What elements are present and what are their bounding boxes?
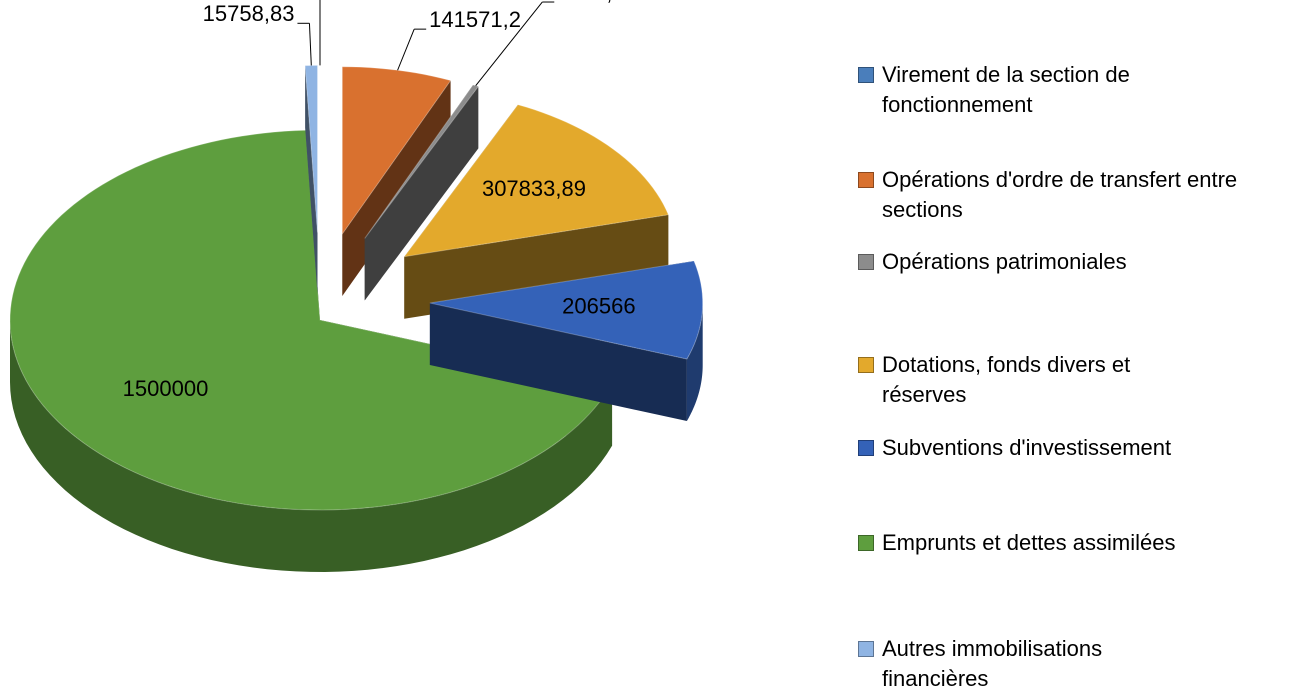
- slice-side: [364, 86, 479, 301]
- legend-label: Dotations, fonds divers et réserves: [882, 352, 1131, 407]
- slice-side: [404, 214, 669, 319]
- data-label: 206566: [562, 293, 635, 318]
- legend-label: Opérations d'ordre de transfert entre se…: [882, 167, 1238, 222]
- slice: [403, 104, 670, 258]
- slice-side: [305, 65, 318, 295]
- legend-label: Autres immobilisations financières: [882, 636, 1103, 688]
- slice-side: [686, 302, 703, 422]
- slice: [341, 66, 452, 236]
- legend-swatch: [858, 172, 874, 188]
- legend-swatch: [858, 440, 874, 456]
- legend-label: Opérations patrimoniales: [882, 249, 1127, 274]
- leader-line: [475, 1, 543, 86]
- leader-line: [308, 23, 312, 66]
- legend-swatch: [858, 535, 874, 551]
- legend-swatch: [858, 254, 874, 270]
- data-label: 141571,2: [429, 7, 521, 32]
- slice: [364, 84, 480, 239]
- legend-label: Virement de la section de fonctionnement: [882, 62, 1130, 117]
- legend-swatch: [858, 641, 874, 657]
- legend-label: Subventions d'investissement: [882, 435, 1172, 460]
- legend-swatch: [858, 357, 874, 373]
- legend-item: Opérations d'ordre de transfert entre se…: [858, 165, 1288, 225]
- slice-side: [10, 320, 613, 572]
- data-label: 307833,89: [482, 176, 586, 201]
- leader-line: [397, 28, 415, 71]
- data-label: 1500000: [123, 376, 209, 401]
- legend-label: Emprunts et dettes assimilées: [882, 530, 1176, 555]
- legend-item: Opérations patrimoniales: [858, 247, 1288, 277]
- slice: [9, 129, 613, 511]
- data-label: 7415,2: [557, 0, 624, 5]
- slice: [304, 64, 319, 233]
- slice: [429, 260, 704, 360]
- legend-swatch: [858, 67, 874, 83]
- legend-item: Emprunts et dettes assimilées: [858, 528, 1288, 558]
- legend-item: Dotations, fonds divers et réserves: [858, 350, 1288, 410]
- pie-plot: 0141571,27415,2307833,892065661500000157…: [9, 0, 704, 572]
- data-label: 15758,83: [203, 1, 295, 26]
- legend-item: Virement de la section de fonctionnement: [858, 60, 1288, 120]
- slice-side: [429, 302, 687, 422]
- legend-item: Subventions d'investissement: [858, 433, 1288, 463]
- legend-item: Autres immobilisations financières: [858, 634, 1288, 688]
